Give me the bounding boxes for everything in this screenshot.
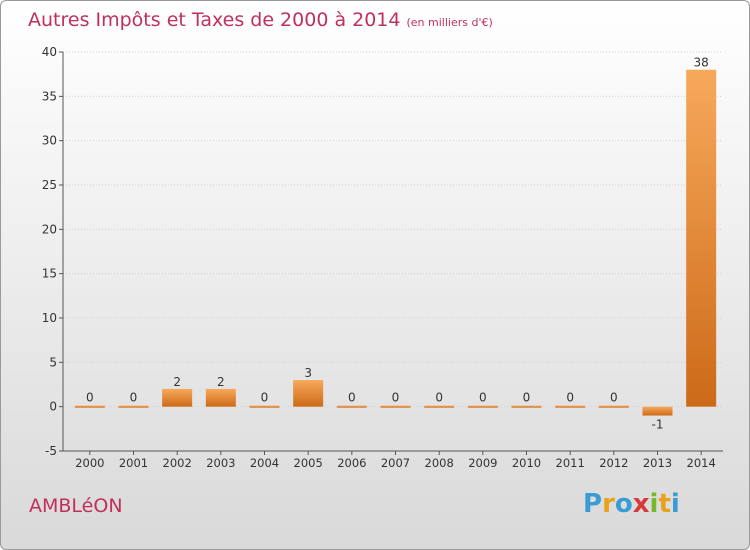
bar <box>205 388 236 407</box>
data-label: 0 <box>86 391 94 405</box>
x-tick-label: 2014 <box>687 456 716 470</box>
x-tick-label: 2010 <box>512 456 541 470</box>
y-tick-label: 20 <box>42 222 57 236</box>
bar <box>380 405 411 408</box>
data-label: 2 <box>217 375 225 389</box>
bar <box>598 405 629 408</box>
logo-letter: i <box>670 489 680 519</box>
x-tick-label: 2002 <box>163 456 192 470</box>
y-tick-label: 40 <box>42 45 57 59</box>
bar <box>74 405 105 408</box>
x-tick-label: 2012 <box>599 456 628 470</box>
logo-letter: t <box>658 489 671 519</box>
data-label: 0 <box>479 391 487 405</box>
y-tick-label: -5 <box>45 444 57 458</box>
data-label: 0 <box>261 391 269 405</box>
x-tick-label: 2011 <box>556 456 585 470</box>
bar <box>467 405 498 408</box>
bar <box>249 405 280 408</box>
x-tick-label: 2008 <box>425 456 454 470</box>
bar <box>686 69 717 407</box>
proxiti-logo: Proxiti <box>583 489 680 519</box>
data-label: 38 <box>694 56 709 70</box>
y-tick-label: 0 <box>49 400 57 414</box>
data-label: 0 <box>435 391 443 405</box>
y-tick-label: 30 <box>42 134 57 148</box>
bar <box>511 405 542 408</box>
x-tick-label: 2005 <box>294 456 323 470</box>
bar <box>555 405 586 408</box>
bar <box>336 405 367 408</box>
x-tick-label: 2003 <box>206 456 235 470</box>
x-tick-label: 2013 <box>643 456 672 470</box>
chart-subtitle: (en milliers d'€) <box>406 16 493 29</box>
x-tick-label: 2000 <box>75 456 104 470</box>
logo-letter: r <box>602 489 615 519</box>
data-label: 0 <box>348 391 356 405</box>
data-label: 0 <box>566 391 574 405</box>
commune-name: AMBLéON <box>29 495 123 517</box>
bar <box>424 405 455 408</box>
y-tick-label: 5 <box>49 355 57 369</box>
x-tick-label: 2009 <box>468 456 497 470</box>
logo-letter: o <box>614 489 633 519</box>
data-label: 0 <box>130 391 138 405</box>
y-tick-label: 10 <box>42 311 57 325</box>
bar <box>118 405 149 408</box>
chart-title-text: Autres Impôts et Taxes de 2000 à 2014 <box>28 9 401 31</box>
data-label: 0 <box>523 391 531 405</box>
logo-letter: x <box>632 489 650 519</box>
x-tick-label: 2001 <box>119 456 148 470</box>
logo-letter: i <box>649 489 659 519</box>
chart-title: Autres Impôts et Taxes de 2000 à 2014 (en… <box>28 9 493 31</box>
x-tick-label: 2004 <box>250 456 279 470</box>
x-tick-label: 2006 <box>337 456 366 470</box>
bar <box>162 388 193 407</box>
data-label: 3 <box>304 366 312 380</box>
bar <box>642 406 673 416</box>
bar <box>293 380 324 407</box>
y-tick-label: 25 <box>42 178 57 192</box>
x-tick-label: 2007 <box>381 456 410 470</box>
logo-letter: P <box>583 489 603 519</box>
data-label: 0 <box>610 391 618 405</box>
data-label: 2 <box>173 375 181 389</box>
y-tick-label: 15 <box>42 267 57 281</box>
data-label: 0 <box>392 391 400 405</box>
data-label: -1 <box>652 418 664 432</box>
y-tick-label: 35 <box>42 89 57 103</box>
